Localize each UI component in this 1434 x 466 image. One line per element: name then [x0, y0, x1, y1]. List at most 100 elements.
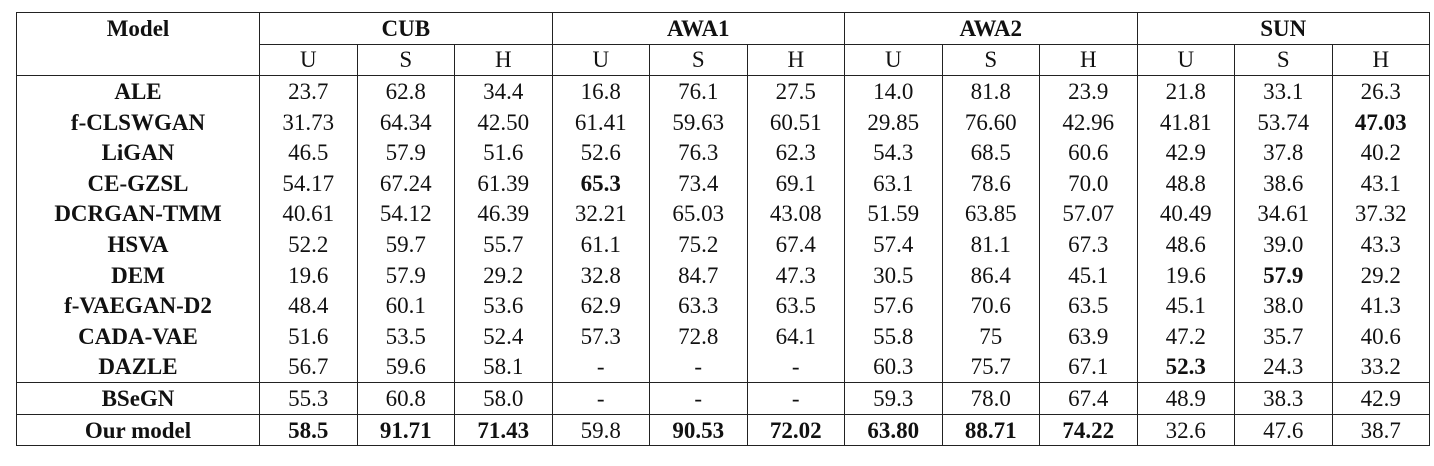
- value-cell-cub-h: 58.1: [454, 351, 553, 383]
- value-cell-awa1-u: 52.6: [551, 137, 650, 168]
- value-cell-cub-u: 23.7: [259, 75, 358, 107]
- table-row: Our model 58.5 91.71 71.43 59.8 90.53 72.02 63.…: [16, 413, 1430, 447]
- value-cell-awa2-s: 78.0: [941, 382, 1040, 415]
- value-cell-cub-u: 54.17: [259, 167, 358, 199]
- table-row: f-VAEGAN-D2 48.4 60.1 53.6 62.9 63.3 63.5 57.6 7…: [16, 290, 1430, 321]
- value-cell-sun-h: 38.7: [1331, 413, 1430, 447]
- model-name-cell: CE-GZSL: [16, 167, 260, 199]
- subheader-sun-h: H: [1331, 44, 1430, 77]
- model-name-cell: DEM: [16, 259, 260, 291]
- table-row: LiGAN 46.5 57.9 51.6 52.6 76.3 62.3 54.3 68.5 60.…: [16, 137, 1430, 168]
- value-cell-awa1-u: 61.1: [551, 229, 650, 260]
- model-name-cell: BSeGN: [16, 382, 260, 415]
- table-row: HSVA 52.2 59.7 55.7 61.1 75.2 67.4 57.4 81.1 67.3…: [16, 229, 1430, 260]
- value-cell-cub-u: 58.5: [259, 413, 358, 447]
- value-cell-awa2-u: 59.3: [844, 382, 943, 415]
- value-cell-sun-s: 24.3: [1234, 351, 1333, 383]
- value-cell-cub-h: 42.50: [454, 106, 553, 138]
- value-cell-awa2-s: 75.7: [941, 351, 1040, 383]
- value-cell-sun-h: 42.9: [1331, 382, 1430, 415]
- value-cell-awa1-s: 90.53: [649, 413, 748, 447]
- value-cell-sun-h: 43.3: [1331, 229, 1430, 260]
- value-cell-cub-s: 57.9: [356, 137, 455, 168]
- value-cell-cub-s: 67.24: [356, 167, 455, 199]
- value-cell-awa2-u: 63.1: [844, 167, 943, 199]
- group-header-awa1: AWA1: [551, 12, 845, 45]
- value-cell-sun-s: 38.0: [1234, 290, 1333, 321]
- value-cell-cub-s: 59.6: [356, 351, 455, 383]
- value-cell-cub-s: 60.8: [356, 382, 455, 415]
- value-cell-awa1-h: 60.51: [746, 106, 845, 138]
- table-row: CADA-VAE 51.6 53.5 52.4 57.3 72.8 64.1 55.8 75 63…: [16, 320, 1430, 352]
- value-cell-awa1-h: 27.5: [746, 75, 845, 107]
- value-cell-awa1-u: 57.3: [551, 320, 650, 352]
- value-cell-awa1-h: 63.5: [746, 290, 845, 321]
- value-cell-awa2-s: 70.6: [941, 290, 1040, 321]
- value-cell-awa2-u: 14.0: [844, 75, 943, 107]
- value-cell-awa1-u: 16.8: [551, 75, 650, 107]
- subheader-awa2-s: S: [941, 44, 1040, 77]
- results-body: ALE 23.7 62.8 34.4 16.8 76.1 27.5 14.0 81.8 23.9 2…: [16, 75, 1430, 447]
- value-cell-awa1-u: -: [551, 351, 650, 383]
- value-cell-sun-h: 43.1: [1331, 167, 1430, 199]
- value-cell-awa1-u: -: [551, 382, 650, 415]
- value-cell-sun-u: 48.9: [1136, 382, 1235, 415]
- value-cell-awa1-u: 65.3: [551, 167, 650, 199]
- table-row: f-CLSWGAN 31.73 64.34 42.50 61.41 59.63 60.51 2…: [16, 106, 1430, 138]
- value-cell-sun-u: 42.9: [1136, 137, 1235, 168]
- value-cell-sun-h: 40.6: [1331, 320, 1430, 352]
- value-cell-awa2-u: 57.6: [844, 290, 943, 321]
- value-cell-awa2-s: 76.60: [941, 106, 1040, 138]
- value-cell-cub-s: 57.9: [356, 259, 455, 291]
- value-cell-cub-u: 46.5: [259, 137, 358, 168]
- value-cell-sun-u: 45.1: [1136, 290, 1235, 321]
- value-cell-awa1-s: 72.8: [649, 320, 748, 352]
- value-cell-cub-s: 60.1: [356, 290, 455, 321]
- header-group-row: Model CUB AWA1 AWA2 SUN: [16, 12, 1430, 45]
- subheader-sun-u: U: [1136, 44, 1235, 77]
- value-cell-cub-s: 54.12: [356, 198, 455, 230]
- value-cell-sun-u: 41.81: [1136, 106, 1235, 138]
- value-cell-awa2-h: 67.4: [1039, 382, 1138, 415]
- value-cell-awa2-s: 81.8: [941, 75, 1040, 107]
- value-cell-awa1-u: 32.8: [551, 259, 650, 291]
- value-cell-awa2-u: 60.3: [844, 351, 943, 383]
- value-cell-cub-h: 51.6: [454, 137, 553, 168]
- value-cell-sun-s: 47.6: [1234, 413, 1333, 447]
- model-name-cell: Our model: [16, 413, 260, 447]
- value-cell-cub-s: 91.71: [356, 413, 455, 447]
- value-cell-awa1-h: 72.02: [746, 413, 845, 447]
- value-cell-cub-h: 58.0: [454, 382, 553, 415]
- group-header-awa2: AWA2: [844, 12, 1138, 45]
- value-cell-awa2-s: 63.85: [941, 198, 1040, 230]
- value-cell-awa1-s: 59.63: [649, 106, 748, 138]
- value-cell-sun-u: 52.3: [1136, 351, 1235, 383]
- value-cell-cub-u: 51.6: [259, 320, 358, 352]
- value-cell-cub-h: 61.39: [454, 167, 553, 199]
- table-row: DEM 19.6 57.9 29.2 32.8 84.7 47.3 30.5 86.4 45.1 1…: [16, 259, 1430, 291]
- value-cell-sun-s: 38.6: [1234, 167, 1333, 199]
- table-row: ALE 23.7 62.8 34.4 16.8 76.1 27.5 14.0 81.8 23.9 2…: [16, 75, 1430, 107]
- value-cell-sun-u: 48.8: [1136, 167, 1235, 199]
- value-cell-cub-h: 34.4: [454, 75, 553, 107]
- subheader-awa1-u: U: [551, 44, 650, 77]
- value-cell-awa2-h: 63.9: [1039, 320, 1138, 352]
- value-cell-sun-u: 47.2: [1136, 320, 1235, 352]
- value-cell-awa1-u: 59.8: [551, 413, 650, 447]
- value-cell-sun-u: 19.6: [1136, 259, 1235, 291]
- value-cell-cub-u: 52.2: [259, 229, 358, 260]
- value-cell-awa1-s: 63.3: [649, 290, 748, 321]
- value-cell-awa1-s: -: [649, 351, 748, 383]
- subheader-awa1-h: H: [746, 44, 845, 77]
- value-cell-sun-h: 26.3: [1331, 75, 1430, 107]
- value-cell-sun-h: 41.3: [1331, 290, 1430, 321]
- value-cell-awa2-u: 63.80: [844, 413, 943, 447]
- value-cell-sun-u: 40.49: [1136, 198, 1235, 230]
- value-cell-awa1-h: 43.08: [746, 198, 845, 230]
- model-name-cell: f-VAEGAN-D2: [16, 290, 260, 321]
- value-cell-awa1-u: 62.9: [551, 290, 650, 321]
- value-cell-awa1-h: 47.3: [746, 259, 845, 291]
- value-cell-awa2-u: 55.8: [844, 320, 943, 352]
